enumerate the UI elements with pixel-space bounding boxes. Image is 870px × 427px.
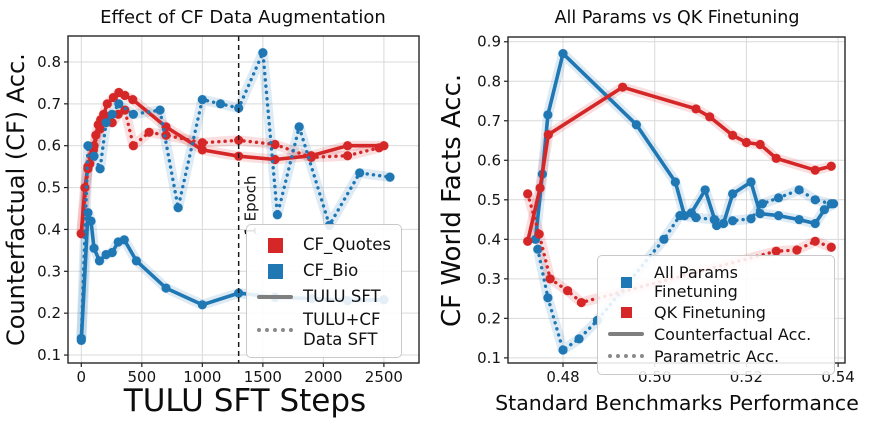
legend-label: Parametric Acc. xyxy=(654,346,780,366)
legend-item-parametric-acc: Parametric Acc. xyxy=(608,345,824,367)
legend-label: QK Finetuning xyxy=(654,302,766,322)
legend-item-all-params: All Params Finetuning xyxy=(608,263,824,301)
legend-label: CF_Bio xyxy=(303,261,359,280)
svg-text:0.3: 0.3 xyxy=(477,270,501,288)
svg-text:0.7: 0.7 xyxy=(477,112,501,130)
svg-text:0.6: 0.6 xyxy=(477,151,501,169)
svg-text:0.1: 0.1 xyxy=(37,346,61,364)
left-chart-title: Effect of CF Data Augmentation xyxy=(100,7,386,28)
svg-text:0.6: 0.6 xyxy=(37,137,61,155)
svg-text:0.5: 0.5 xyxy=(37,179,61,197)
left-legend: CF_Quotes CF_Bio TULU SFT TULU+CF Data S… xyxy=(246,224,402,358)
left-chart-plot: 0 500 1000 1500 2000 2500 0.1 0.2 0.3 0.4 0.5 0.6 0.… xyxy=(37,35,420,386)
legend-item-counterfactual-acc: Counterfactual Acc. xyxy=(608,323,824,345)
legend-item-cf-quotes: CF_Quotes xyxy=(257,232,391,258)
legend-label: CF_Quotes xyxy=(303,235,392,254)
legend-item-tulu-sft: TULU SFT xyxy=(257,284,391,310)
solid-line-icon xyxy=(608,332,644,336)
svg-text:0.3: 0.3 xyxy=(37,262,61,280)
cf-quotes-swatch-icon xyxy=(267,237,283,253)
svg-text:2000: 2000 xyxy=(304,368,342,386)
svg-text:1000: 1000 xyxy=(183,368,221,386)
svg-text:0.7: 0.7 xyxy=(37,95,61,113)
svg-text:1 Epoch: 1 Epoch xyxy=(242,175,260,235)
dotted-line-icon xyxy=(608,354,644,358)
svg-text:2500: 2500 xyxy=(365,368,403,386)
svg-text:0.4: 0.4 xyxy=(477,230,501,248)
svg-text:0.9: 0.9 xyxy=(477,33,501,51)
legend-label: TULU+CF Data SFT xyxy=(303,310,381,349)
svg-text:0: 0 xyxy=(77,368,87,386)
dotted-line-icon xyxy=(257,328,293,332)
legend-item-qk-finetuning: QK Finetuning xyxy=(608,301,824,323)
all-params-swatch-icon xyxy=(620,276,632,288)
svg-text:0.1: 0.1 xyxy=(477,349,501,367)
right-chart-title: All Params vs QK Finetuning xyxy=(554,8,800,28)
legend-label: All Params Finetuning xyxy=(654,263,738,301)
svg-text:0.48: 0.48 xyxy=(546,368,579,386)
legend-item-cf-bio: CF_Bio xyxy=(257,258,391,284)
svg-text:1500: 1500 xyxy=(244,368,282,386)
right-chart-plot: 0.48 0.50 0.52 0.540.10.20.30.40.50.60.70.8… xyxy=(477,33,855,386)
cf-bio-swatch-icon xyxy=(267,263,283,279)
svg-text:0.5: 0.5 xyxy=(477,191,501,209)
legend-label: Counterfactual Acc. xyxy=(654,324,812,344)
left-y-axis-label: Counterfactual (CF) Acc. xyxy=(2,53,30,346)
svg-text:500: 500 xyxy=(128,368,157,386)
svg-text:0.2: 0.2 xyxy=(477,309,501,327)
qk-swatch-icon xyxy=(620,306,632,318)
right-legend: All Params Finetuning QK Finetuning Coun… xyxy=(597,255,835,375)
legend-label: TULU SFT xyxy=(303,287,381,306)
svg-text:0.2: 0.2 xyxy=(37,304,61,322)
legend-item-tulu-cf-data-sft: TULU+CF Data SFT xyxy=(257,310,391,350)
svg-text:0.8: 0.8 xyxy=(37,53,61,71)
svg-text:0.8: 0.8 xyxy=(477,72,501,90)
svg-text:0.4: 0.4 xyxy=(37,220,61,238)
left-x-axis-label: TULU SFT Steps xyxy=(123,383,367,419)
right-x-axis-label: Standard Benchmarks Performance xyxy=(495,391,859,415)
right-y-axis-label: CF World Facts Acc. xyxy=(437,73,467,327)
solid-line-icon xyxy=(257,295,293,299)
